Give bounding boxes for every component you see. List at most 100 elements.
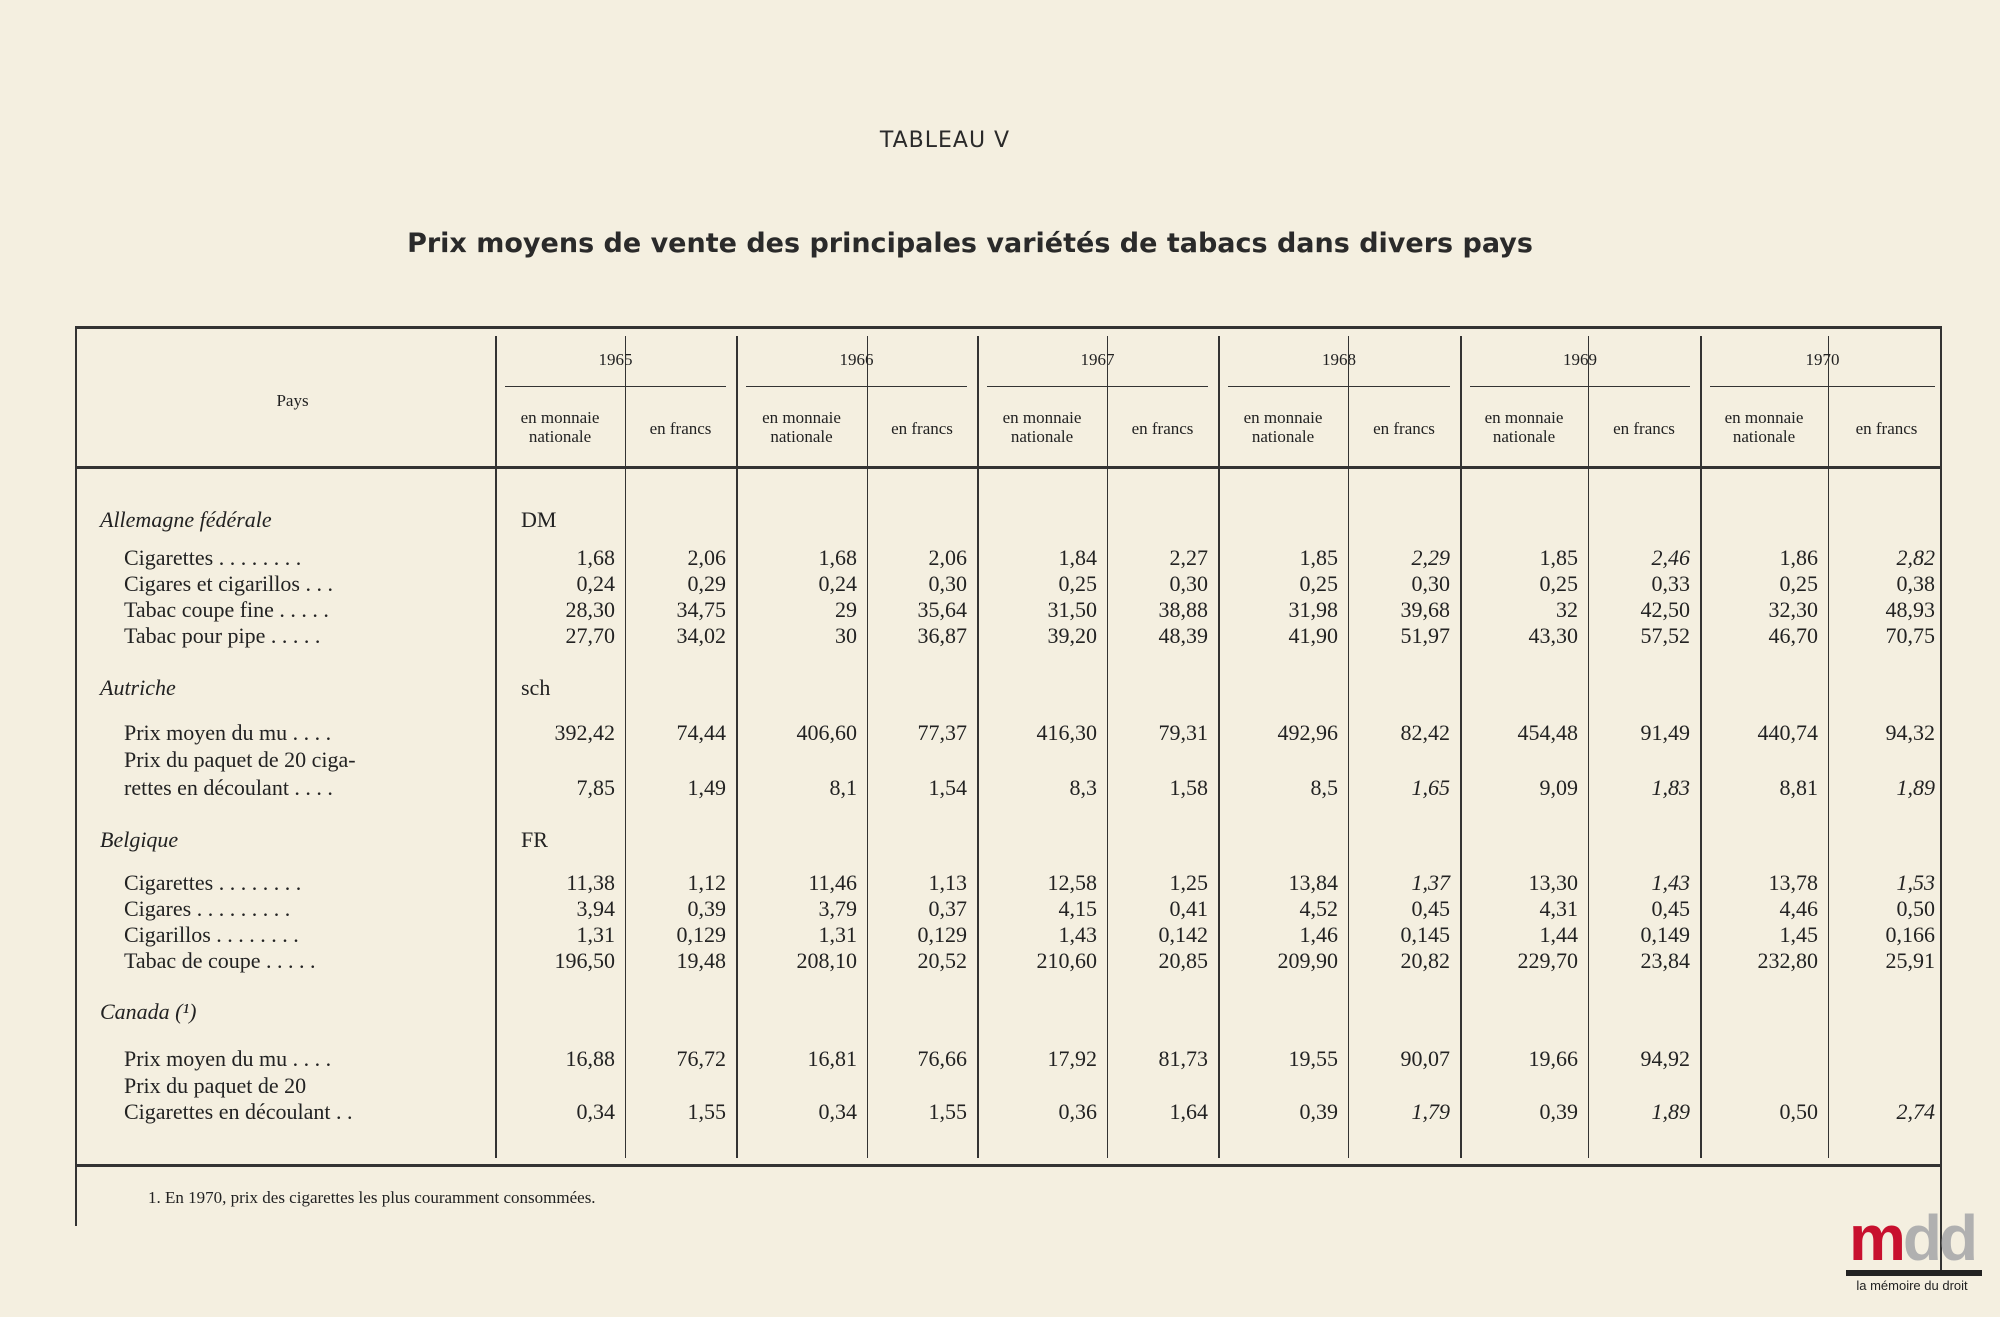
table-cell: 1,49 bbox=[687, 775, 727, 800]
table-cell: 0,38 bbox=[1896, 571, 1936, 596]
table-cell: 0,37 bbox=[928, 896, 968, 921]
table-cell: 28,30 bbox=[565, 597, 616, 622]
sub-header-national: en monnaie nationale bbox=[762, 408, 841, 446]
table-cell: 0,25 bbox=[1539, 571, 1579, 596]
table-cell: 48,93 bbox=[1885, 597, 1936, 622]
column-divider bbox=[1348, 400, 1349, 1158]
table-cell: 1,25 bbox=[1169, 870, 1209, 895]
country-name: Canada (¹) bbox=[100, 999, 197, 1024]
table-cell: 77,37 bbox=[917, 720, 968, 745]
table-cell: 34,02 bbox=[676, 623, 727, 648]
table-cell: 90,07 bbox=[1400, 1046, 1451, 1071]
table-cell: 81,73 bbox=[1158, 1046, 1209, 1071]
sub-header-national: en monnaie nationale bbox=[520, 408, 600, 446]
table-cell: 48,39 bbox=[1158, 623, 1209, 648]
table-cell: 31,98 bbox=[1288, 597, 1339, 622]
table-cell: 229,70 bbox=[1517, 948, 1579, 973]
logo-dd: dd bbox=[1902, 1202, 1978, 1274]
table-cell: 1,86 bbox=[1779, 545, 1819, 570]
sub-header-national: en monnaie nationale bbox=[1484, 408, 1564, 446]
table-cell: 1,31 bbox=[576, 922, 616, 947]
table-cell: 13,78 bbox=[1768, 870, 1819, 895]
table-cell: 208,10 bbox=[796, 948, 858, 973]
table-cell: 209,90 bbox=[1277, 948, 1339, 973]
currency-unit: DM bbox=[521, 507, 557, 532]
table-cell: 0,34 bbox=[818, 1099, 858, 1124]
table-cell: 0,30 bbox=[1169, 571, 1209, 596]
table-cell: 32 bbox=[1556, 597, 1578, 622]
table-cell: 1,45 bbox=[1779, 922, 1819, 947]
row-label: Prix du paquet de 20 ciga- bbox=[124, 747, 356, 772]
table-cell: 2,27 bbox=[1169, 545, 1209, 570]
table-label: TABLEAU V bbox=[879, 128, 1011, 153]
table-cell: 30 bbox=[835, 623, 857, 648]
row-label: Cigares . . . . . . . . . bbox=[124, 896, 291, 921]
table-cell: 0,41 bbox=[1169, 896, 1209, 921]
table-cell: 0,30 bbox=[1411, 571, 1451, 596]
year-underline bbox=[1710, 386, 1935, 387]
table-cell: 12,58 bbox=[1047, 870, 1098, 895]
table-cell: 76,72 bbox=[676, 1046, 727, 1071]
table-cell: 1,43 bbox=[1651, 870, 1691, 895]
table-cell: 1,53 bbox=[1896, 870, 1936, 895]
table-cell: 196,50 bbox=[554, 948, 616, 973]
column-divider bbox=[625, 400, 626, 1158]
table-cell: 0,25 bbox=[1299, 571, 1339, 596]
row-label: Cigarettes . . . . . . . . bbox=[124, 870, 302, 895]
row-label: Prix du paquet de 20 bbox=[124, 1073, 307, 1098]
table-cell: 3,79 bbox=[818, 896, 858, 921]
table-cell: 16,81 bbox=[807, 1046, 858, 1071]
table-cell: 11,38 bbox=[566, 870, 615, 895]
table-cell: 0,39 bbox=[1539, 1099, 1579, 1124]
sub-header-francs: en francs bbox=[1855, 419, 1918, 438]
logo-bar bbox=[1846, 1270, 1982, 1276]
table-cell: 0,25 bbox=[1058, 571, 1098, 596]
table-cell: 1,89 bbox=[1651, 1099, 1691, 1124]
table-cell: 1,31 bbox=[818, 922, 858, 947]
table-cell: 0,149 bbox=[1640, 922, 1691, 947]
table-cell: 79,31 bbox=[1158, 720, 1209, 745]
table-cell: 76,66 bbox=[917, 1046, 968, 1071]
table-cell: 1,13 bbox=[928, 870, 968, 895]
table-cell: 1,54 bbox=[928, 775, 968, 800]
year-header: 1965 bbox=[598, 350, 633, 369]
row-label: Tabac de coupe . . . . . bbox=[124, 948, 316, 973]
column-divider bbox=[1828, 400, 1829, 1158]
row-label: Cigarettes . . . . . . . . bbox=[124, 545, 302, 570]
table-cell: 4,31 bbox=[1539, 896, 1579, 921]
table-cell: 8,5 bbox=[1310, 775, 1339, 800]
table-cell: 1,46 bbox=[1299, 922, 1339, 947]
table-cell: 19,48 bbox=[676, 948, 727, 973]
footnote: 1. En 1970, prix des cigarettes les plus… bbox=[148, 1188, 596, 1207]
table-cell: 1,83 bbox=[1651, 775, 1691, 800]
table-cell: 94,32 bbox=[1885, 720, 1936, 745]
year-header: 1966 bbox=[839, 350, 874, 369]
column-divider bbox=[736, 336, 738, 1158]
table-cell: 82,42 bbox=[1400, 720, 1451, 745]
table-cell: 31,50 bbox=[1047, 597, 1098, 622]
table-cell: 1,55 bbox=[687, 1099, 727, 1124]
table-cell: 0,25 bbox=[1779, 571, 1819, 596]
year-header: 1967 bbox=[1080, 350, 1115, 369]
column-divider bbox=[1588, 400, 1589, 1158]
table-cell: 19,55 bbox=[1288, 1046, 1339, 1071]
year-underline bbox=[1228, 386, 1450, 387]
table-cell: 32,30 bbox=[1768, 597, 1819, 622]
table-cell: 34,75 bbox=[676, 597, 727, 622]
column-divider bbox=[1107, 400, 1108, 1158]
table-cell: 0,145 bbox=[1400, 922, 1451, 947]
column-divider bbox=[1700, 336, 1702, 1158]
table-cell: 2,82 bbox=[1896, 545, 1936, 570]
table-cell: 0,142 bbox=[1158, 922, 1209, 947]
table-cell: 91,49 bbox=[1640, 720, 1691, 745]
table-border-top bbox=[75, 326, 1942, 329]
table-cell: 1,68 bbox=[818, 545, 858, 570]
row-label: Cigarettes en découlant . . bbox=[124, 1099, 353, 1124]
currency-unit: FR bbox=[521, 827, 548, 852]
table-cell: 39,68 bbox=[1400, 597, 1451, 622]
table-cell: 1,79 bbox=[1411, 1099, 1451, 1124]
table-cell: 43,30 bbox=[1528, 623, 1579, 648]
year-underline bbox=[746, 386, 967, 387]
table-cell: 1,37 bbox=[1411, 870, 1451, 895]
logo-m: m bbox=[1848, 1202, 1906, 1274]
